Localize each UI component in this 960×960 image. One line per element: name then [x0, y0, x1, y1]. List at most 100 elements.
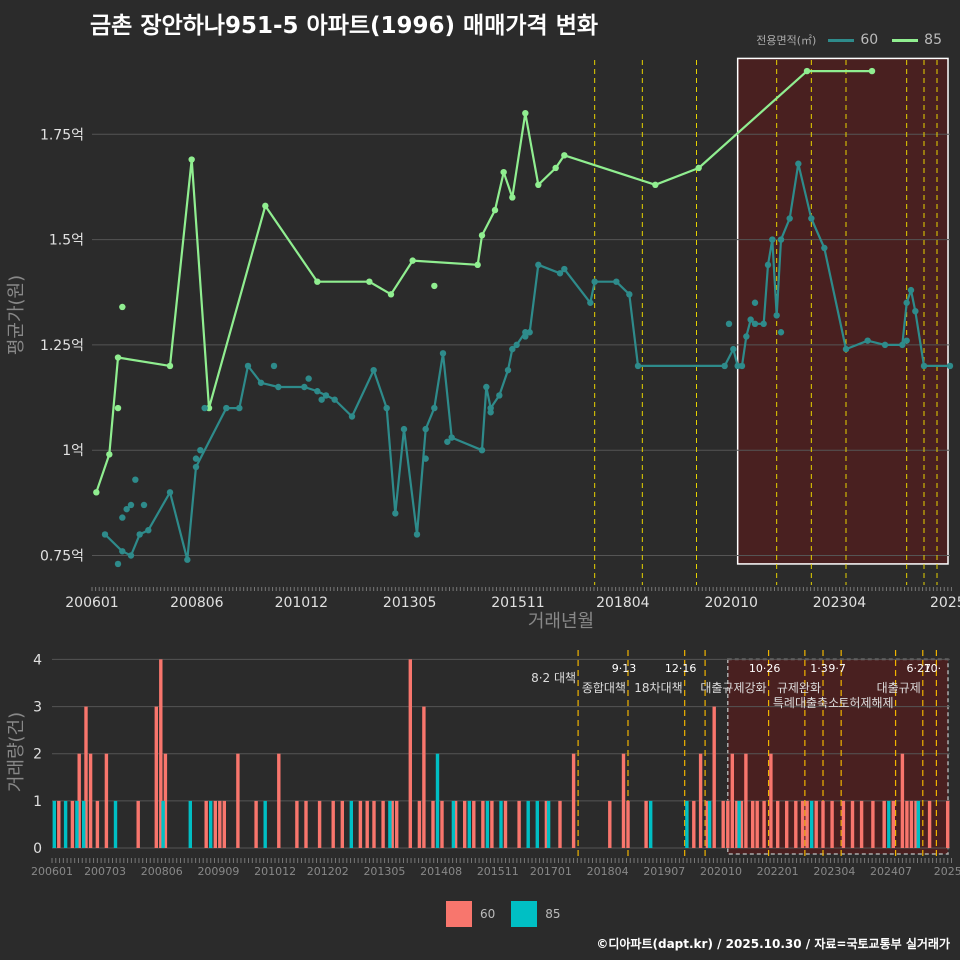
scatter-point-60 — [201, 404, 208, 412]
data-point-85 — [561, 152, 568, 159]
data-point-60 — [907, 286, 915, 294]
data-point-85 — [868, 67, 876, 75]
event-policy-label: 종합대책 — [582, 680, 626, 695]
data-point-60 — [634, 362, 642, 370]
volume-bar-60 — [871, 800, 875, 848]
y-tick-label: 1억 — [62, 443, 84, 459]
data-point-60 — [561, 265, 568, 273]
data-point-60 — [244, 362, 252, 370]
scatter-point-60 — [487, 409, 494, 416]
data-point-60 — [257, 379, 265, 386]
scatter-point-60 — [270, 362, 278, 370]
data-point-60 — [556, 270, 564, 277]
volume-bar-85 — [467, 800, 471, 848]
bar-y-tick-label: 3 — [33, 700, 42, 716]
series-line-85 — [95, 69, 872, 493]
volume-bar-60 — [503, 800, 508, 848]
volume-bar-60 — [692, 800, 696, 848]
data-point-85 — [114, 354, 122, 361]
data-point-85 — [474, 261, 481, 269]
x-axis-title: 거래년월 — [528, 611, 594, 632]
event-policy-label: 특례대출축소 — [773, 696, 839, 710]
volume-bar-60 — [104, 753, 109, 848]
data-point-85 — [314, 278, 321, 285]
volume-bar-60 — [712, 706, 716, 848]
data-point-85 — [262, 202, 269, 210]
y-tick-label: 1.75억 — [40, 127, 84, 143]
volume-bar-60 — [304, 800, 308, 848]
data-point-60 — [769, 236, 776, 243]
volume-bar-60 — [218, 800, 222, 848]
data-point-60 — [821, 244, 828, 252]
volume-bar-60 — [735, 800, 739, 848]
data-point-60 — [184, 556, 191, 563]
data-point-85 — [409, 257, 416, 264]
data-point-60 — [145, 527, 152, 534]
volume-bar-85 — [209, 800, 213, 848]
bar-x-tick-label: 201701 — [530, 865, 572, 878]
volume-bar-60 — [331, 800, 335, 848]
data-point-85 — [478, 232, 486, 239]
volume-bar-85 — [499, 800, 503, 848]
data-point-60 — [301, 383, 308, 391]
scatter-point-60 — [751, 299, 759, 306]
event-policy-label: 대출규제 — [877, 681, 921, 695]
scatter-point-85 — [119, 303, 126, 311]
volume-bar-60 — [805, 800, 809, 848]
scatter-point-60 — [305, 375, 312, 382]
data-point-85 — [491, 206, 499, 214]
data-point-60 — [760, 320, 767, 328]
volume-bar-85 — [526, 800, 530, 848]
data-point-60 — [383, 404, 390, 412]
data-point-60 — [626, 291, 633, 298]
data-point-60 — [721, 362, 728, 370]
data-point-60 — [448, 434, 455, 441]
data-point-85 — [652, 181, 659, 189]
x-tick-label: 2025 — [930, 595, 960, 611]
y-tick-label: 1.25억 — [40, 338, 84, 354]
data-point-85 — [522, 109, 529, 117]
data-point-60 — [881, 341, 889, 349]
data-point-85 — [509, 194, 516, 201]
x-tick-label: 201305 — [383, 595, 436, 611]
data-point-60 — [223, 404, 230, 412]
data-point-60 — [864, 337, 871, 344]
scatter-point-60 — [192, 455, 200, 462]
data-point-60 — [275, 383, 282, 391]
data-point-60 — [400, 425, 408, 433]
volume-bar-85 — [52, 800, 56, 848]
volume-bar-60 — [850, 800, 855, 848]
volume-bar-60 — [698, 753, 703, 848]
data-point-60 — [535, 261, 542, 269]
bar-y-tick-label: 4 — [33, 652, 42, 668]
bar-x-tick-label: 200601 — [31, 865, 73, 878]
legend-title: 전용면적(㎡) — [756, 34, 817, 47]
data-point-60 — [773, 312, 780, 319]
volume-bar-85 — [485, 800, 490, 848]
volume-bar-85 — [113, 800, 118, 848]
bar-x-tick-label: 2025 — [934, 865, 960, 878]
volume-bar-60 — [88, 753, 93, 848]
data-point-60 — [842, 345, 850, 353]
data-point-85 — [535, 181, 542, 189]
bar-y-tick-label: 2 — [33, 747, 42, 763]
volume-bar-60 — [794, 800, 798, 848]
data-point-60 — [795, 160, 802, 167]
data-point-60 — [786, 215, 793, 222]
volume-bar-60 — [800, 800, 805, 848]
data-point-85 — [500, 168, 507, 176]
volume-bar-60 — [490, 800, 494, 848]
bar-x-tick-label: 202010 — [700, 865, 742, 878]
legend-label-60: 60 — [860, 32, 879, 48]
data-point-85 — [387, 291, 395, 298]
volume-bar-60 — [163, 753, 168, 848]
bar-x-tick-label: 200909 — [197, 865, 239, 878]
data-point-60 — [587, 299, 594, 306]
data-point-60 — [236, 404, 243, 412]
y-tick-label: 1.5억 — [49, 233, 84, 249]
volume-bar-85 — [535, 800, 539, 848]
data-point-85 — [803, 67, 811, 75]
volume-bar-85 — [451, 800, 456, 848]
data-point-60 — [730, 345, 737, 353]
legend-swatch-85 — [511, 901, 538, 927]
